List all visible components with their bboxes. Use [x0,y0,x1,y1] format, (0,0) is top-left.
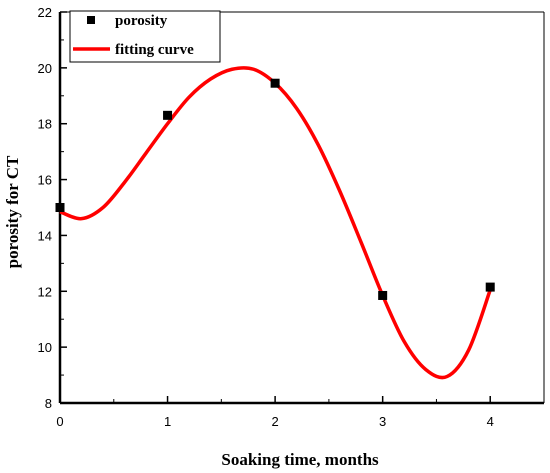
x-tick-label: 2 [271,414,278,429]
y-axis-ticks: 8 10 12 14 16 18 20 22 [38,5,67,411]
x-tick-label: 3 [379,414,386,429]
porosity-data-point [55,203,65,212]
legend-label-fitting-curve: fitting curve [115,42,194,58]
y-tick-label: 12 [38,284,52,299]
y-tick-label: 22 [38,5,52,20]
y-tick-label: 18 [38,117,52,132]
x-tick-label: 1 [164,414,171,429]
legend: porosity fitting curve [69,10,221,63]
legend-marker-porosity [87,16,95,24]
porosity-data-point [163,110,173,120]
y-tick-label: 14 [38,228,52,243]
porosity-data-point [270,78,280,88]
y-axis-title: porosity for CT [3,155,22,268]
legend-label-porosity: porosity [115,13,168,29]
x-axis-ticks: 0 1 2 3 4 [56,396,494,429]
series-layer [55,66,495,380]
y-tick-label: 16 [38,173,52,188]
x-tick-label: 4 [487,414,494,429]
y-tick-label: 8 [45,396,52,411]
y-tick-label: 20 [38,61,52,76]
x-axis-title: Soaking time, months [221,450,379,469]
x-tick-label: 0 [56,414,63,429]
fitting-curve-line [59,66,492,380]
porosity-data-point [378,290,388,300]
porosity-data-point [485,282,495,292]
y-tick-label: 10 [38,340,52,355]
